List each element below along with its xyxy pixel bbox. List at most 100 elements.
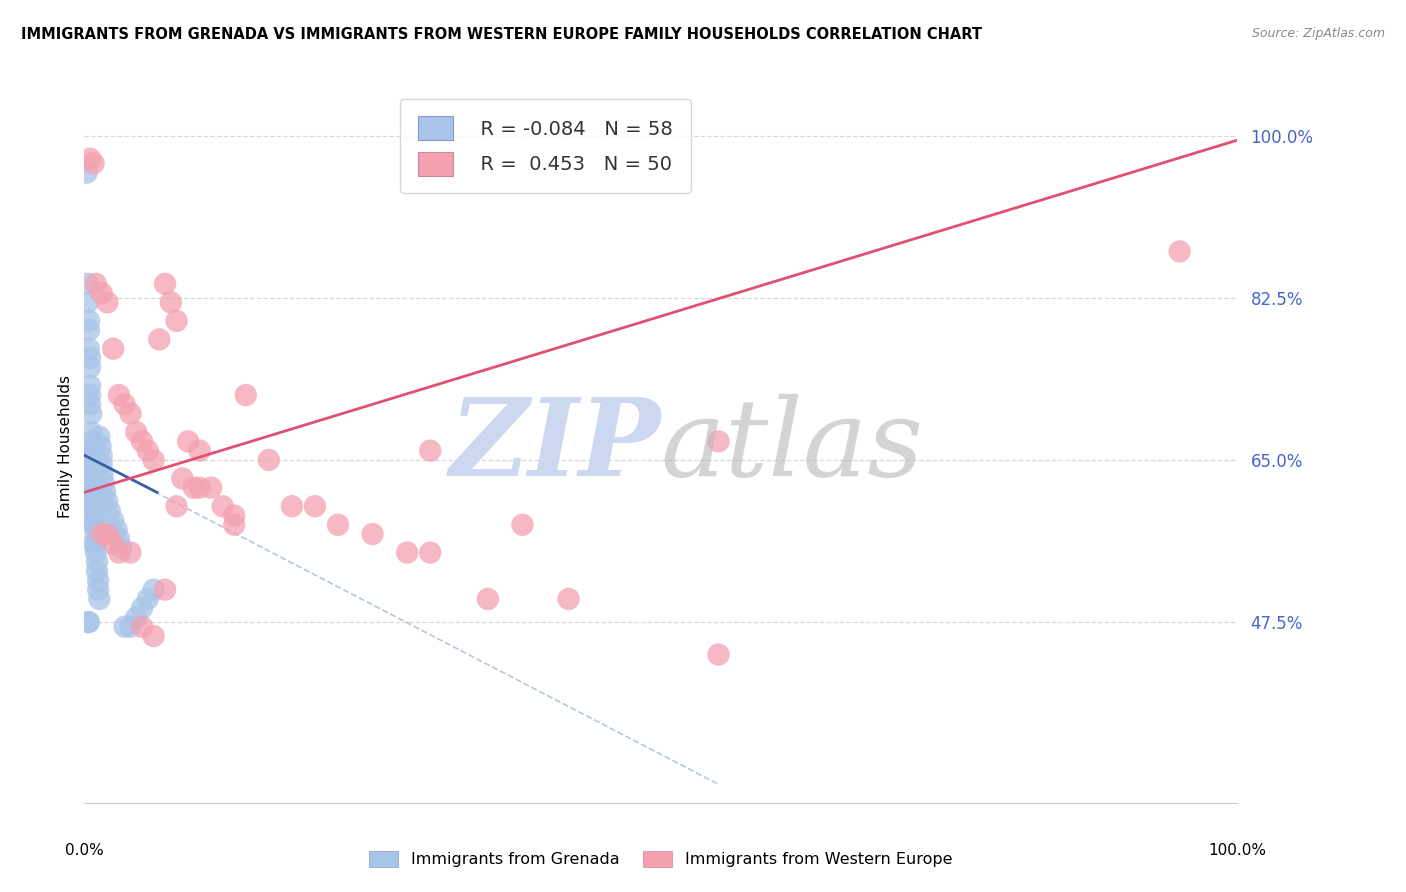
Text: IMMIGRANTS FROM GRENADA VS IMMIGRANTS FROM WESTERN EUROPE FAMILY HOUSEHOLDS CORR: IMMIGRANTS FROM GRENADA VS IMMIGRANTS FR…: [21, 27, 981, 42]
Point: [153, 582, 176, 597]
Y-axis label: Family Households: Family Households: [58, 375, 73, 517]
Point: [87, 574, 110, 588]
Point: [211, 500, 233, 514]
Point: [707, 434, 730, 449]
Point: [103, 536, 124, 550]
Point: [77, 323, 100, 337]
Point: [326, 517, 349, 532]
Point: [142, 582, 165, 597]
Point: [79, 388, 101, 402]
Point: [103, 513, 124, 527]
Point: [142, 629, 165, 643]
Point: [77, 615, 100, 629]
Point: [166, 500, 188, 514]
Point: [120, 407, 142, 421]
Point: [80, 425, 103, 439]
Point: [79, 397, 101, 411]
Point: [93, 476, 115, 491]
Point: [77, 462, 100, 476]
Point: [103, 342, 124, 356]
Point: [80, 407, 103, 421]
Point: [557, 591, 579, 606]
Point: [304, 500, 326, 514]
Point: [96, 295, 118, 310]
Point: [108, 545, 131, 559]
Point: [188, 481, 211, 495]
Point: [131, 601, 153, 615]
Legend:   R = -0.084   N = 58,   R =  0.453   N = 50: R = -0.084 N = 58, R = 0.453 N = 50: [401, 99, 690, 193]
Point: [120, 620, 142, 634]
Point: [361, 527, 384, 541]
Point: [89, 591, 111, 606]
Point: [83, 490, 105, 504]
Point: [84, 277, 107, 291]
Point: [172, 471, 194, 485]
Point: [79, 152, 101, 166]
Point: [110, 541, 132, 555]
Point: [188, 443, 211, 458]
Point: [83, 500, 105, 514]
Point: [105, 523, 128, 537]
Point: [79, 360, 101, 375]
Point: [707, 648, 730, 662]
Point: [82, 453, 104, 467]
Point: [96, 494, 118, 508]
Point: [235, 388, 257, 402]
Text: Source: ZipAtlas.com: Source: ZipAtlas.com: [1251, 27, 1385, 40]
Point: [86, 555, 108, 569]
Point: [94, 485, 117, 500]
Point: [131, 434, 153, 449]
Point: [148, 333, 170, 347]
Text: 0.0%: 0.0%: [65, 843, 104, 858]
Point: [84, 536, 107, 550]
Point: [177, 434, 200, 449]
Point: [77, 314, 100, 328]
Point: [82, 517, 104, 532]
Point: [1168, 244, 1191, 259]
Point: [86, 564, 108, 578]
Point: [84, 527, 107, 541]
Point: [76, 295, 98, 310]
Text: atlas: atlas: [661, 393, 924, 499]
Point: [114, 397, 136, 411]
Point: [183, 481, 205, 495]
Point: [160, 295, 183, 310]
Point: [83, 481, 105, 495]
Point: [83, 508, 105, 523]
Text: 100.0%: 100.0%: [1208, 843, 1267, 858]
Point: [120, 545, 142, 559]
Point: [90, 458, 112, 472]
Point: [153, 277, 176, 291]
Point: [79, 351, 101, 365]
Point: [83, 536, 105, 550]
Point: [98, 504, 121, 518]
Point: [89, 439, 111, 453]
Point: [419, 443, 441, 458]
Point: [80, 434, 103, 449]
Point: [108, 532, 131, 546]
Point: [76, 615, 98, 629]
Point: [90, 527, 112, 541]
Point: [125, 610, 148, 624]
Point: [80, 500, 103, 514]
Point: [477, 591, 499, 606]
Point: [96, 527, 118, 541]
Point: [114, 620, 136, 634]
Point: [89, 430, 111, 444]
Point: [82, 462, 104, 476]
Point: [108, 388, 131, 402]
Point: [82, 443, 104, 458]
Point: [83, 156, 105, 170]
Point: [87, 582, 110, 597]
Legend: Immigrants from Grenada, Immigrants from Western Europe: Immigrants from Grenada, Immigrants from…: [361, 843, 960, 875]
Point: [125, 425, 148, 439]
Point: [83, 471, 105, 485]
Point: [84, 545, 107, 559]
Point: [396, 545, 419, 559]
Point: [136, 443, 159, 458]
Point: [77, 342, 100, 356]
Point: [166, 314, 188, 328]
Point: [90, 286, 112, 301]
Point: [91, 467, 114, 481]
Point: [79, 378, 101, 392]
